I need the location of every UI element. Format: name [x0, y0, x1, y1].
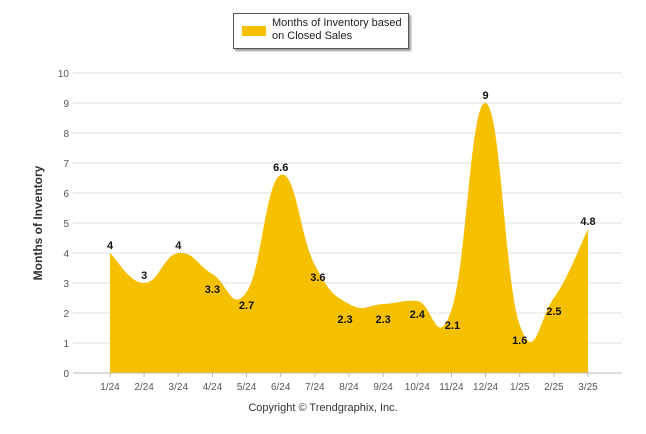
x-tick-label: 3/24 — [169, 382, 189, 393]
y-tick-label: 6 — [63, 189, 69, 200]
x-tick-label: 7/24 — [305, 382, 325, 393]
data-label: 9 — [483, 90, 489, 102]
y-tick-label: 7 — [63, 159, 69, 170]
legend-label: Months of Inventory based on Closed Sale… — [272, 17, 402, 42]
x-tick-label: 9/24 — [373, 382, 393, 393]
x-tick-label: 3/25 — [578, 382, 598, 393]
y-tick-label: 4 — [63, 249, 69, 260]
data-label: 2.1 — [445, 320, 460, 332]
data-label: 6.6 — [273, 162, 288, 174]
data-label: 4 — [175, 240, 182, 252]
x-axis: 1/24 2/24 3/24 4/24 5/24 6/24 7/24 8/24 9/24 10/2… — [73, 372, 622, 393]
x-tick-label: 1/24 — [100, 382, 120, 393]
y-axis: 0 1 2 3 4 5 6 7 8 9 10 — [58, 69, 70, 380]
data-label: 3.3 — [205, 284, 220, 296]
data-label: 2.4 — [410, 309, 426, 321]
y-tick-label: 9 — [63, 99, 69, 110]
legend: Months of Inventory based on Closed Sale… — [233, 13, 409, 49]
data-label: 4 — [107, 240, 114, 252]
x-tick-label: 6/24 — [271, 382, 291, 393]
x-tick-label: 12/24 — [473, 382, 498, 393]
data-label: 1.6 — [512, 335, 527, 347]
data-label: 4.8 — [580, 216, 595, 228]
x-tick-label: 4/24 — [203, 382, 223, 393]
legend-swatch — [242, 26, 266, 36]
y-tick-label: 10 — [58, 69, 70, 80]
data-label: 2.5 — [546, 306, 561, 318]
x-tick-label: 1/25 — [510, 382, 530, 393]
y-tick-label: 5 — [63, 219, 69, 230]
data-label: 2.3 — [375, 314, 390, 326]
y-tick-label: 3 — [63, 279, 69, 290]
copyright-footer: Copyright © Trendgraphix, Inc. — [248, 402, 398, 414]
data-label: 3.6 — [310, 272, 325, 284]
y-tick-label: 8 — [63, 129, 69, 140]
y-tick-label: 2 — [63, 309, 69, 320]
data-label: 2.3 — [337, 314, 352, 326]
x-tick-label: 2/25 — [544, 382, 564, 393]
y-axis-title: Months of Inventory — [31, 165, 45, 280]
data-label: 3 — [141, 270, 147, 282]
x-tick-label: 8/24 — [339, 382, 359, 393]
data-label: 2.7 — [239, 300, 254, 312]
x-tick-label: 11/24 — [439, 382, 464, 393]
x-tick-label: 2/24 — [134, 382, 154, 393]
series-area — [110, 102, 588, 373]
x-tick-label: 10/24 — [405, 382, 430, 393]
x-tick-label: 5/24 — [237, 382, 257, 393]
y-tick-label: 1 — [63, 339, 69, 350]
data-labels: 4 3 4 3.3 2.7 6.6 3.6 2.3 2.3 2.4 2.1 9 1.6 2.5 4.8 — [107, 90, 596, 347]
y-tick-label: 0 — [63, 369, 69, 380]
